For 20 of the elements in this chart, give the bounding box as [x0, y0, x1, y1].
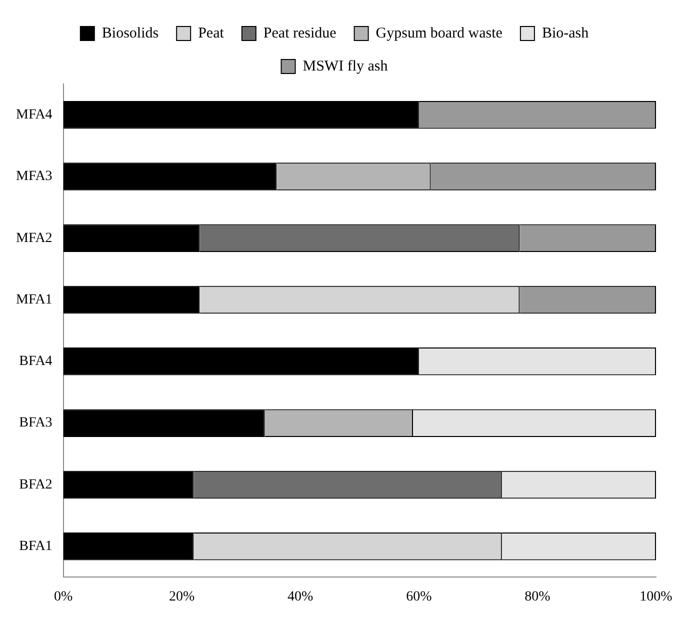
- y-tick-label: MFA4: [16, 107, 52, 122]
- y-tick-label: MFA1: [16, 292, 52, 308]
- y-tick-label: BFA2: [19, 477, 52, 492]
- y-tick-label: BFA3: [19, 416, 52, 431]
- legend-label: Gypsum board waste: [376, 25, 503, 42]
- y-tick-label: MFA3: [16, 169, 52, 184]
- y-tick-label: BFA4: [19, 354, 52, 370]
- x-tick-label: 0%: [54, 589, 73, 604]
- x-tick-label: 100%: [640, 589, 673, 604]
- legend-label: MSWI fly ash: [302, 58, 388, 74]
- legend-label: Biosolids: [102, 25, 159, 42]
- legend-label: Peat residue: [263, 25, 337, 42]
- x-tick-label: 60%: [406, 589, 432, 604]
- legend-label: Bio-ash: [542, 25, 590, 42]
- y-tick-label: BFA1: [19, 539, 52, 554]
- x-tick-label: 40%: [288, 589, 314, 604]
- x-tick-label: 20%: [169, 589, 196, 604]
- x-tick-label: 80%: [524, 589, 551, 604]
- y-tick-label: MFA2: [16, 230, 52, 246]
- legend-label: Peat: [198, 25, 225, 42]
